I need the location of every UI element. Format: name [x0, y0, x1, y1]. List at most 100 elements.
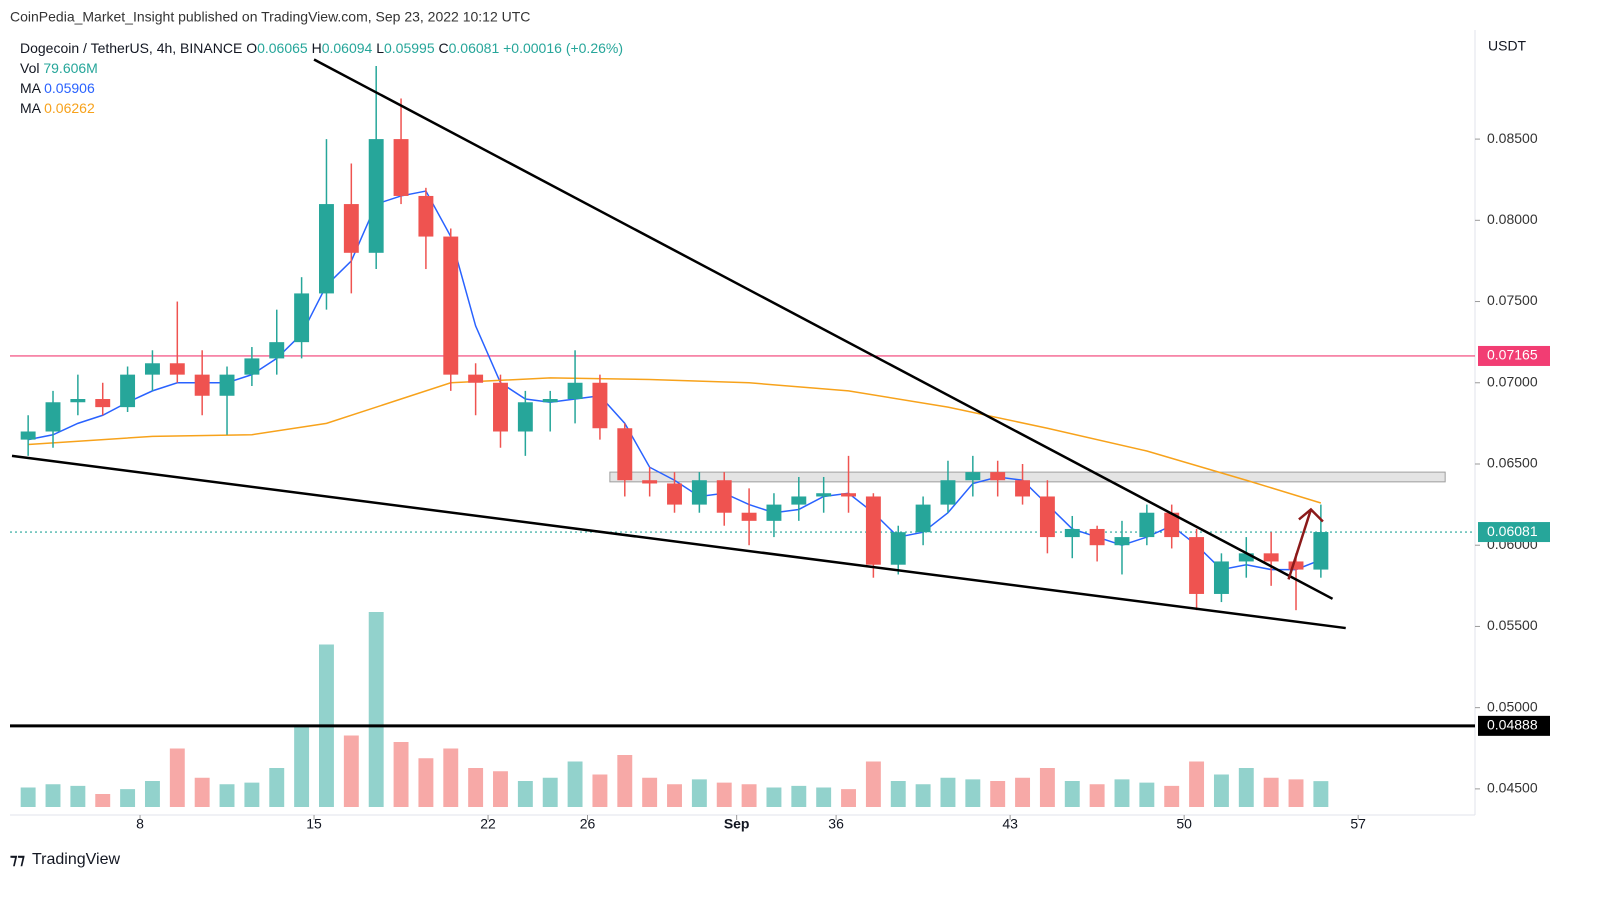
volume-bar: [542, 777, 558, 807]
volume-bar: [343, 735, 359, 807]
volume-bar: [493, 771, 508, 807]
legend-name: Vol: [20, 60, 39, 76]
candle-body: [1238, 553, 1254, 562]
x-tick-label: Sep: [724, 816, 750, 832]
candle-body: [269, 342, 285, 359]
candle-body: [244, 358, 260, 375]
x-tick-label: 8: [136, 816, 144, 832]
volume-bar: [716, 782, 732, 807]
volume-bar: [1288, 779, 1304, 807]
volume-bar: [219, 784, 235, 807]
volume-bar: [592, 774, 608, 807]
y-tick-label: 0.07000: [1487, 373, 1538, 389]
legend-value: 0.05906: [44, 80, 95, 96]
volume-bar: [144, 781, 160, 807]
volume-bar: [45, 784, 61, 807]
volume-bar: [741, 784, 757, 807]
volume-bar: [865, 761, 881, 807]
ohlc-value: 0.06081: [449, 40, 500, 56]
candle-body: [1263, 553, 1279, 562]
candle-body: [1015, 480, 1031, 497]
volume-bar: [1263, 777, 1279, 807]
ohlc-label: O: [246, 40, 257, 56]
volume-bar: [443, 748, 459, 807]
volume-bar: [517, 781, 533, 807]
volume-bar: [691, 779, 707, 807]
volume-bar: [294, 725, 310, 807]
legend-value: 79.606M: [43, 60, 97, 76]
candle-body: [393, 139, 409, 196]
candle-body: [691, 480, 707, 505]
trendline: [313, 58, 1334, 600]
volume-bar: [617, 755, 633, 807]
candle-body: [443, 236, 459, 375]
candle-body: [841, 493, 856, 497]
volume-bar: [194, 777, 210, 807]
volume-bar: [1039, 768, 1055, 807]
y-tick-label: 0.04500: [1487, 780, 1538, 796]
candle-body: [517, 402, 533, 432]
candle-body: [1114, 537, 1130, 546]
candle-body: [940, 480, 956, 505]
candle-body: [20, 431, 36, 440]
legend-item: MA 0.05906: [20, 80, 95, 96]
candle-body: [1089, 528, 1105, 546]
volume-bar: [667, 784, 682, 807]
volume-bar: [816, 787, 832, 807]
candle-body: [1213, 561, 1229, 594]
legend-value: 0.06262: [44, 100, 95, 116]
y-tick-label: 0.05000: [1487, 698, 1538, 714]
volume-bar: [915, 784, 931, 807]
candle-body: [45, 402, 61, 432]
candle-body: [766, 504, 782, 521]
volume-bar: [1015, 777, 1031, 807]
candle-body: [144, 363, 160, 375]
volume-bar: [368, 612, 384, 807]
candle-body: [418, 195, 434, 237]
candle-body: [791, 496, 807, 505]
y-tick-label: 0.07500: [1487, 292, 1538, 308]
x-tick-label: 43: [1002, 816, 1018, 832]
x-tick-label: 15: [306, 816, 322, 832]
candle-body: [816, 493, 832, 497]
volume-bar: [1164, 785, 1180, 807]
title: Dogecoin / TetherUS, 4h, BINANCE: [20, 40, 242, 56]
volume-bar: [1213, 774, 1229, 807]
ma-line: [28, 377, 1322, 504]
candle-body: [915, 504, 931, 533]
x-tick-label: 22: [480, 816, 496, 832]
legend-name: MA: [20, 80, 42, 96]
volume-bar: [990, 781, 1006, 807]
level-label: 0.07165: [1487, 347, 1538, 363]
ohlc-value: 0.06065: [257, 40, 308, 56]
candle-body: [1189, 537, 1205, 594]
candle-body: [542, 399, 558, 403]
candle-body: [294, 293, 310, 343]
volume-bar: [1189, 761, 1205, 807]
change: +0.00016: [503, 40, 562, 56]
legend-name: MA: [20, 100, 42, 116]
volume-bar: [95, 794, 111, 807]
candle-body: [617, 428, 633, 481]
volume-bar: [244, 782, 260, 807]
candle-body: [319, 204, 334, 294]
candle-body: [1288, 561, 1304, 570]
candle-body: [1064, 528, 1080, 538]
volume-bar: [940, 777, 956, 807]
volume-bar: [468, 768, 484, 807]
candle-body: [990, 472, 1006, 481]
candle-body: [169, 363, 185, 375]
y-tick-label: 0.06500: [1487, 455, 1538, 471]
quote-header: Dogecoin / TetherUS, 4h, BINANCE O0.0606…: [20, 40, 623, 56]
candle-body: [219, 374, 235, 396]
y-tick-label: 0.08500: [1487, 130, 1538, 146]
candle-body: [965, 472, 981, 481]
volume-bar: [269, 768, 285, 807]
candle-body: [194, 374, 210, 396]
ohlc-value: 0.06094: [322, 40, 373, 56]
level-label-box: [1478, 345, 1550, 366]
y-axis-label: USDT: [1488, 38, 1527, 54]
ohlc-label: C: [439, 40, 449, 56]
